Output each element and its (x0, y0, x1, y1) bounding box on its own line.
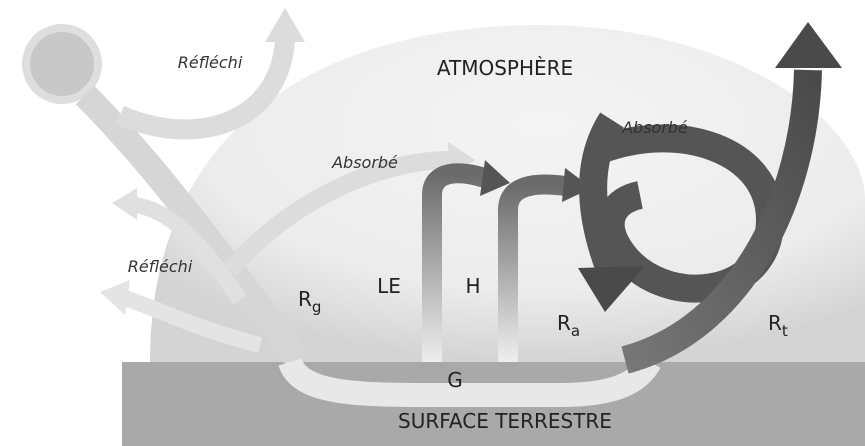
label: Ra (557, 311, 580, 340)
label-main: R (557, 311, 571, 335)
arrowhead (265, 8, 305, 42)
sun (22, 24, 102, 104)
h-arrow (498, 174, 567, 362)
label-sub: g (312, 298, 322, 316)
reflected-arrow (115, 38, 295, 140)
label: Absorbé (621, 118, 688, 137)
reflected-arrow (122, 290, 262, 353)
rt-arrow (621, 69, 822, 374)
label: G (447, 368, 463, 392)
arrowhead (775, 22, 842, 68)
arrowhead (562, 168, 592, 202)
label-sub: a (571, 322, 580, 340)
label: Réfléchi (178, 53, 243, 72)
label: Absorbé (331, 153, 398, 172)
ground-flux (278, 355, 661, 407)
reflected-arrow (133, 197, 247, 305)
label: SURFACE TERRESTRE (398, 409, 612, 433)
label-sub: t (782, 322, 788, 340)
arrowhead (112, 188, 137, 220)
arrowhead (480, 160, 510, 196)
label-main: R (768, 311, 782, 335)
label: Rg (298, 287, 321, 316)
arrowhead (578, 266, 645, 312)
label: LE (377, 274, 401, 298)
label: ATMOSPHÈRE (437, 56, 573, 80)
absorbed-arrow (223, 151, 451, 276)
label: Rt (768, 311, 788, 340)
ra-arrow (579, 112, 625, 275)
arrowhead (100, 280, 130, 315)
label: Réfléchi (128, 257, 193, 276)
incoming-radiation (75, 85, 311, 370)
label-main: R (298, 287, 312, 311)
label: H (465, 274, 480, 298)
le-arrow (422, 163, 489, 362)
